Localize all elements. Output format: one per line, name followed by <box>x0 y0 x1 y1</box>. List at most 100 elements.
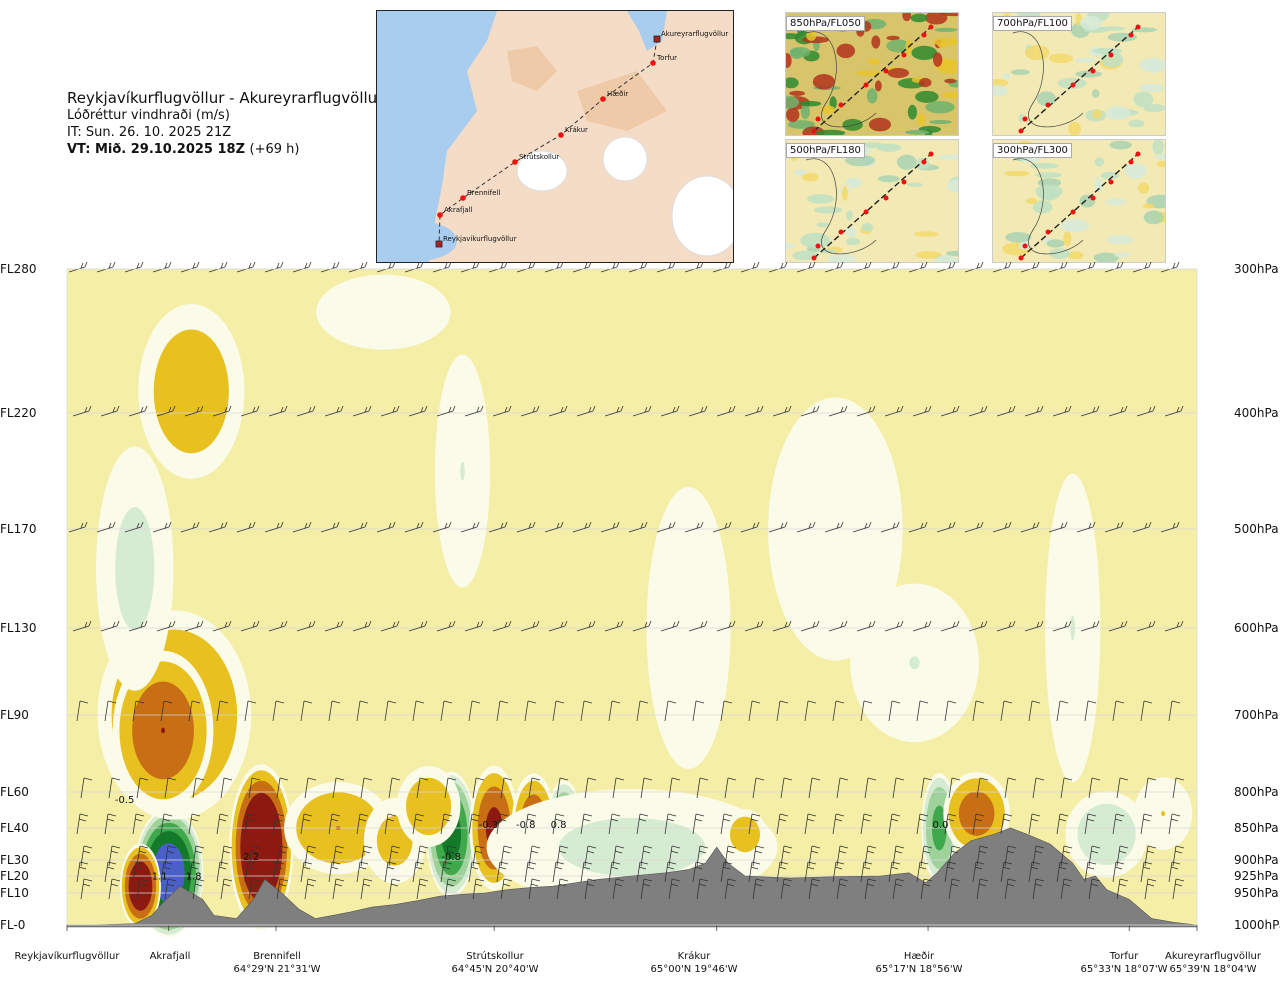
parameter-label: Lóðréttur vindhraði (m/s) <box>67 108 230 123</box>
wind-barb <box>216 861 229 883</box>
wind-barb <box>376 261 396 273</box>
thumb-field-blob <box>856 70 882 77</box>
thumb-field-blob <box>918 77 932 88</box>
route-title: Reykjavíkurflugvöllur - Akureyrarflugvöl… <box>67 89 384 107</box>
thumb-field-blob <box>866 88 878 104</box>
wind-barb <box>320 261 340 273</box>
thumb-field-blob <box>845 237 860 246</box>
thumbnail-850[interactable]: 850hPa/FL050 <box>785 12 959 136</box>
thumb-field-blob <box>1109 140 1132 150</box>
wind-barb <box>692 861 705 883</box>
wind-barb <box>388 777 401 799</box>
thumb-field-blob <box>1024 45 1050 60</box>
location-label: Akureyrarflugvöllur 65°39'N 18°04'W <box>1165 950 1261 976</box>
wind-barb <box>516 261 536 273</box>
wind-barb <box>1024 620 1044 632</box>
thumb-route-point <box>928 24 934 30</box>
wind-barb <box>320 521 340 533</box>
wind-barb <box>772 405 792 417</box>
map-point-label: Reykjavíkurflugvöllur <box>443 235 517 243</box>
wind-barb <box>916 861 929 883</box>
wind-barb <box>108 878 121 900</box>
wind-barb <box>832 700 845 722</box>
thumb-field-blob <box>1143 103 1165 113</box>
value-label: -0.8 <box>441 852 461 863</box>
wind-barb <box>492 620 512 632</box>
wind-barb <box>208 261 228 273</box>
thumb-route-point <box>1045 102 1051 108</box>
wind-barb <box>104 700 117 722</box>
thumb-route-point <box>883 68 889 74</box>
wind-barb <box>76 813 89 835</box>
thumb-field-blob <box>1152 140 1164 155</box>
map-point-marker <box>460 195 466 201</box>
wind-barb <box>656 521 676 533</box>
thumb-route-point <box>863 209 869 215</box>
thumbnail-500[interactable]: 500hPa/FL180 <box>785 139 959 263</box>
wind-barb <box>640 777 653 799</box>
wind-barb <box>580 861 593 883</box>
wind-barb <box>160 861 173 883</box>
wind-barb <box>352 620 372 632</box>
map-sea-west <box>377 11 497 262</box>
wind-barb <box>184 405 204 417</box>
wind-barb <box>800 620 820 632</box>
thumb-field-blob <box>1128 119 1145 128</box>
thumb-field-blob <box>1094 157 1105 167</box>
wind-barb <box>600 261 620 273</box>
thumb-field-blob <box>915 90 939 103</box>
wind-barb <box>936 521 956 533</box>
wind-barb <box>944 813 957 835</box>
thumb-route-point <box>1090 68 1096 74</box>
wind-barb <box>328 813 341 835</box>
thumb-route-point <box>815 116 821 122</box>
wind-barb <box>1004 878 1017 900</box>
map-sea-bay <box>377 221 457 261</box>
lead-time: (+69 h) <box>249 142 300 157</box>
wind-barb <box>608 861 621 883</box>
wind-barb <box>752 777 765 799</box>
thumb-field-blob <box>794 169 807 176</box>
wind-barb <box>164 878 177 900</box>
wind-barb <box>412 861 425 883</box>
thumb-route-point <box>863 82 869 88</box>
thumb-route-point <box>883 195 889 201</box>
thumb-field-blob <box>1100 51 1124 68</box>
thumb-route-point <box>838 229 844 235</box>
wind-barb <box>272 813 285 835</box>
wind-barb <box>160 700 173 722</box>
wind-barb <box>72 405 92 417</box>
wind-barb <box>1032 878 1045 900</box>
issue-time: IT: Sun. 26. 10. 2025 21Z <box>67 125 232 140</box>
location-coord: 65°33'N 18°07'W <box>1080 964 1168 975</box>
wind-barb <box>576 620 596 632</box>
wind-barb <box>300 700 313 722</box>
left-axis-label: FL90 <box>0 708 29 722</box>
wind-barb <box>1080 620 1100 632</box>
wind-barb <box>104 813 117 835</box>
wind-barb <box>696 878 709 900</box>
thumb-field-blob <box>845 177 862 189</box>
wind-barb <box>156 620 176 632</box>
map-glacier <box>602 136 648 182</box>
field-contour-22-1 <box>729 816 761 853</box>
thumbnail-300[interactable]: 300hPa/FL300 <box>992 139 1166 263</box>
thumb-route-point <box>901 52 907 58</box>
value-label: 1.8 <box>186 871 202 882</box>
wind-barb <box>716 405 736 417</box>
wind-barb <box>580 700 593 722</box>
thumb-field-blob <box>925 100 955 114</box>
wind-barb <box>152 261 172 273</box>
thumb-field-blob <box>1030 162 1059 169</box>
map-point-marker <box>650 60 656 66</box>
thumb-field-blob <box>916 113 926 127</box>
wind-barb <box>432 261 452 273</box>
wind-barb <box>584 878 597 900</box>
wind-barb <box>488 261 508 273</box>
thumbnail-700[interactable]: 700hPa/FL100 <box>992 12 1166 136</box>
wind-barb <box>548 620 568 632</box>
thumb-field-blob <box>1025 197 1038 205</box>
wind-barb <box>828 405 848 417</box>
wind-barb <box>444 777 457 799</box>
thumb-route-point <box>1018 255 1024 261</box>
